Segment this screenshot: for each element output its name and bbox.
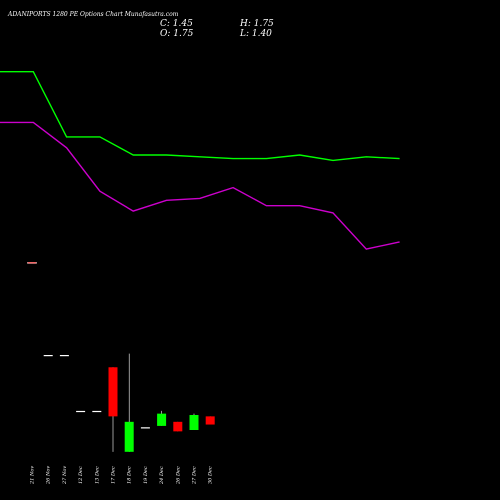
candle-7 xyxy=(140,427,150,429)
candle-6 xyxy=(124,353,134,452)
x-tick-label: 21 Nov xyxy=(30,466,36,485)
series-line-1 xyxy=(0,70,400,162)
candle-4 xyxy=(92,410,102,413)
candle-body xyxy=(173,421,183,432)
x-tick-label: 24 Dec xyxy=(159,466,165,485)
candle-body xyxy=(76,410,86,413)
candle-body xyxy=(189,415,199,430)
candle-11 xyxy=(205,416,215,425)
candle-8 xyxy=(157,410,167,426)
series-line-2 xyxy=(0,121,400,250)
x-axis-ticks: 21 Nov 26 Nov 27 Nov 12 Dec 13 Dec 17 Dec 18 D… xyxy=(30,466,214,485)
candle-1 xyxy=(43,355,53,357)
x-tick-label: 30 Dec xyxy=(208,466,214,484)
candle-body xyxy=(124,421,134,452)
candle-body xyxy=(108,367,118,417)
open-label: O: 1.75 xyxy=(160,29,194,39)
chart-title: ADANIPORTS 1280 PE Options Chart Munafas… xyxy=(7,11,179,18)
high-label: H: 1.75 xyxy=(239,19,274,29)
candle-5 xyxy=(108,367,118,452)
candle-2 xyxy=(59,355,69,357)
indicator-lines xyxy=(0,70,400,250)
close-label: C: 1.45 xyxy=(160,19,193,29)
x-tick-label: 13 Dec xyxy=(94,466,100,484)
candles xyxy=(27,262,215,452)
candle-body xyxy=(205,416,215,425)
candle-body xyxy=(157,413,167,426)
x-tick-label: 12 Dec xyxy=(78,466,84,484)
candle-body xyxy=(43,355,53,357)
x-tick-label: 26 Nov xyxy=(46,466,52,485)
candle-9 xyxy=(173,421,183,432)
x-tick-label: 18 Dec xyxy=(127,466,133,484)
x-tick-label: 26 Dec xyxy=(175,466,181,485)
candle-body xyxy=(140,427,150,429)
candle-body xyxy=(92,410,102,413)
candle-body xyxy=(59,355,69,357)
x-tick-label: 19 Dec xyxy=(143,466,149,484)
low-label: L: 1.40 xyxy=(239,29,272,39)
x-tick-label: 17 Dec xyxy=(111,466,117,484)
x-tick-label: 27 Dec xyxy=(192,466,198,485)
candle-3 xyxy=(76,410,86,413)
candle-0 xyxy=(27,262,37,264)
candle-body xyxy=(27,262,37,264)
x-tick-label: 27 Nov xyxy=(62,466,68,485)
candle-10 xyxy=(189,413,199,430)
